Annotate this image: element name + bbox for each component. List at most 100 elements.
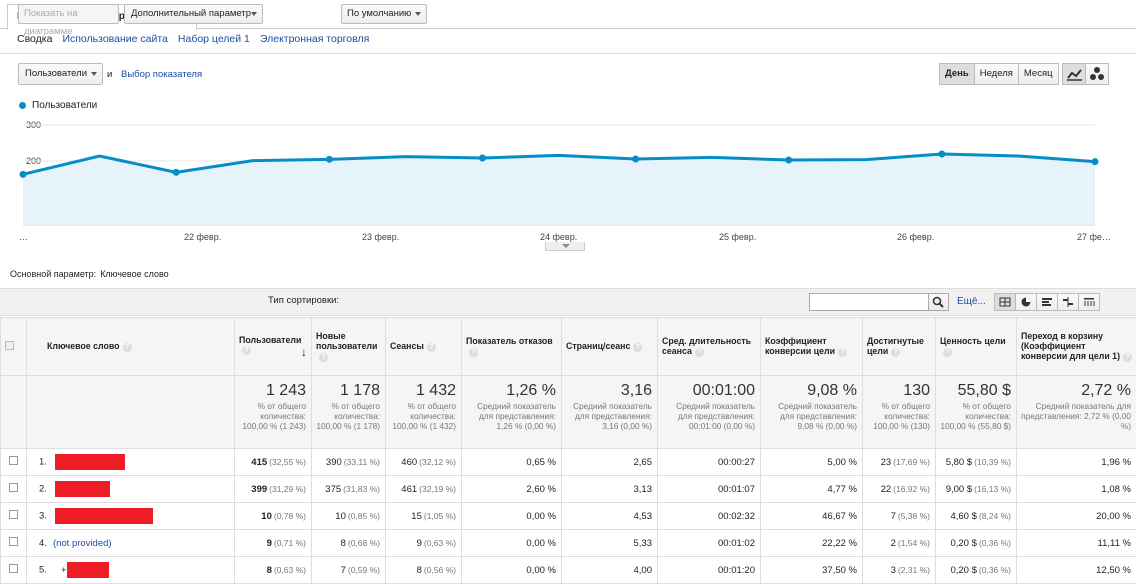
row-checkbox[interactable] bbox=[9, 456, 18, 465]
data-point[interactable] bbox=[632, 156, 639, 163]
cart-cell: 12,50 % bbox=[1017, 557, 1136, 584]
pie-view-button[interactable] bbox=[1015, 293, 1037, 311]
users-cell: 415(32,55 %) bbox=[235, 449, 312, 476]
help-icon[interactable]: ? bbox=[633, 343, 642, 352]
period-month-button[interactable]: Месяц bbox=[1018, 63, 1059, 85]
sessions-cell: 15(1,05 %) bbox=[386, 503, 462, 530]
keyword-link[interactable]: (not provided) bbox=[53, 538, 112, 549]
data-point[interactable] bbox=[1092, 158, 1099, 165]
checkbox-cell bbox=[1, 530, 27, 557]
total-subtext: % от общего количества: 100,00 % (1 432) bbox=[390, 401, 456, 431]
keyword-cell[interactable]: 2. bbox=[27, 476, 235, 503]
select-all-checkbox[interactable] bbox=[5, 341, 14, 350]
total-cell: 1 178% от общего количества: 100,00 % (1… bbox=[312, 376, 386, 449]
keyword-cell[interactable]: 1. bbox=[27, 449, 235, 476]
cart-cell: 11,11 % bbox=[1017, 530, 1136, 557]
users-line-chart bbox=[0, 112, 1136, 252]
total-cell: 1 243% от общего количества: 100,00 % (1… bbox=[235, 376, 312, 449]
line-chart-button[interactable] bbox=[1062, 63, 1086, 85]
data-point[interactable] bbox=[938, 151, 945, 158]
col-avg-duration[interactable]: Сред. длительность сеанса? bbox=[658, 318, 761, 376]
help-icon[interactable]: ? bbox=[123, 343, 132, 352]
users-value: 9 bbox=[267, 538, 272, 549]
col-cart-conversion[interactable]: Переход в корзину (Коэффициент конверсии… bbox=[1017, 318, 1136, 376]
help-icon[interactable]: ? bbox=[695, 348, 704, 357]
data-view-button[interactable] bbox=[994, 293, 1016, 311]
data-point[interactable] bbox=[20, 171, 27, 178]
select-metric-link[interactable]: Выбор показателя bbox=[121, 69, 202, 80]
table-header: Ключевое слово? Пользователи↓? Новые пол… bbox=[1, 318, 1136, 376]
period-week-button[interactable]: Неделя bbox=[974, 63, 1019, 85]
table-view-buttons bbox=[995, 293, 1100, 311]
value-value: 5,80 $ bbox=[946, 457, 972, 468]
data-point[interactable] bbox=[173, 169, 180, 176]
row-checkbox[interactable] bbox=[9, 510, 18, 519]
table-row: 4.(not provided)9(0,71 %)8(0,68 %)9(0,63… bbox=[1, 530, 1136, 557]
motion-chart-button[interactable] bbox=[1085, 63, 1109, 85]
col-goal-value[interactable]: Ценность цели? bbox=[936, 318, 1017, 376]
subnav-goal-set[interactable]: Набор целей 1 bbox=[178, 33, 250, 45]
plot-rows-button[interactable]: Показать на диаграмме bbox=[18, 4, 119, 24]
help-icon[interactable]: ? bbox=[242, 346, 251, 355]
sessions-value: 15 bbox=[411, 511, 422, 522]
help-icon[interactable]: ? bbox=[469, 348, 478, 357]
col-keyword[interactable]: Ключевое слово? bbox=[27, 318, 235, 376]
help-icon[interactable]: ? bbox=[427, 343, 436, 352]
bars-icon bbox=[1037, 294, 1057, 310]
users-pct: (32,55 %) bbox=[269, 457, 306, 467]
help-icon[interactable]: ? bbox=[838, 348, 847, 357]
data-point[interactable] bbox=[479, 155, 486, 162]
conversion-cell: 4,77 % bbox=[761, 476, 863, 503]
total-value: 55,80 $ bbox=[940, 382, 1011, 400]
col-sessions[interactable]: Сеансы? bbox=[386, 318, 462, 376]
duration-cell: 00:02:32 bbox=[658, 503, 761, 530]
sessions-pct: (1,05 %) bbox=[424, 511, 456, 521]
keyword-cell[interactable]: 5.+ bbox=[27, 557, 235, 584]
new-users-pct: (0,59 %) bbox=[348, 565, 380, 575]
performance-view-button[interactable] bbox=[1036, 293, 1058, 311]
period-day-button[interactable]: День bbox=[939, 63, 975, 85]
col-conversion-rate[interactable]: Коэффициент конверсии цели? bbox=[761, 318, 863, 376]
col-users[interactable]: Пользователи↓? bbox=[235, 318, 312, 376]
help-icon[interactable]: ? bbox=[1123, 353, 1132, 362]
users-pct: (31,29 %) bbox=[269, 484, 306, 494]
subnav-ecommerce[interactable]: Электронная торговля bbox=[260, 33, 369, 45]
comparison-view-button[interactable] bbox=[1057, 293, 1079, 311]
users-value: 8 bbox=[267, 565, 272, 576]
help-icon[interactable]: ? bbox=[943, 348, 952, 357]
col-header-label: Ценность цели bbox=[940, 336, 1006, 346]
goals-cell: 3(2,31 %) bbox=[863, 557, 936, 584]
col-pages-per-session[interactable]: Страниц/сеанс? bbox=[562, 318, 658, 376]
new-users-pct: (0,68 %) bbox=[348, 538, 380, 548]
value-pct: (0,36 %) bbox=[979, 565, 1011, 575]
col-new-users[interactable]: Новые пользователи? bbox=[312, 318, 386, 376]
conversion-cell: 5,00 % bbox=[761, 449, 863, 476]
redaction-block bbox=[55, 508, 153, 524]
metric-select[interactable]: Пользователи bbox=[18, 63, 103, 85]
conversion-cell: 22,22 % bbox=[761, 530, 863, 557]
help-icon[interactable]: ? bbox=[319, 353, 328, 362]
col-bounce-rate[interactable]: Показатель отказов? bbox=[462, 318, 562, 376]
comparison-icon bbox=[1058, 294, 1078, 310]
subnav-site-usage[interactable]: Использование сайта bbox=[62, 33, 167, 45]
search-button[interactable] bbox=[928, 293, 949, 311]
secondary-dimension-select[interactable]: Дополнительный параметр bbox=[124, 4, 263, 24]
primary-dimension-value[interactable]: Ключевое слово bbox=[100, 269, 168, 279]
keyword-cell[interactable]: 3. bbox=[27, 503, 235, 530]
data-point[interactable] bbox=[785, 157, 792, 164]
sort-type-select[interactable]: По умолчанию bbox=[341, 4, 427, 24]
chart-resize-handle[interactable] bbox=[545, 242, 585, 251]
table-search-input[interactable] bbox=[809, 293, 929, 311]
keyword-cell[interactable]: 4.(not provided) bbox=[27, 530, 235, 557]
row-checkbox[interactable] bbox=[9, 537, 18, 546]
help-icon[interactable]: ? bbox=[891, 348, 900, 357]
advanced-filter-link[interactable]: Ещё... bbox=[957, 296, 986, 307]
pivot-view-button[interactable] bbox=[1078, 293, 1100, 311]
col-goal-completions[interactable]: Достигнутые цели? bbox=[863, 318, 936, 376]
row-checkbox[interactable] bbox=[9, 483, 18, 492]
data-point[interactable] bbox=[326, 156, 333, 163]
sort-arrow-icon: ↓ bbox=[301, 345, 307, 359]
row-checkbox[interactable] bbox=[9, 564, 18, 573]
pages-cell: 4,53 bbox=[562, 503, 658, 530]
